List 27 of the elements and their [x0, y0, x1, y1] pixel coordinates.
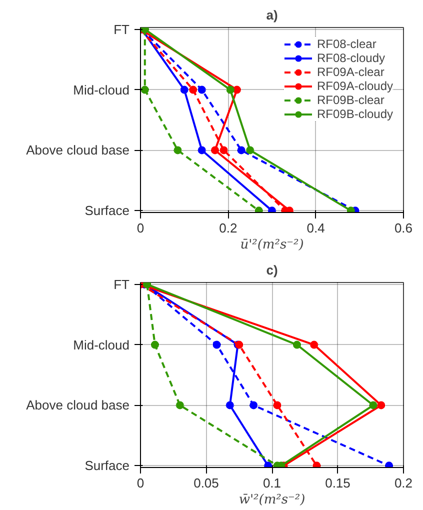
legend-label: RF09A-clear	[316, 65, 384, 79]
y-tick-label: FT	[114, 22, 130, 37]
x-tick-label: 0.15	[325, 476, 350, 490]
y-tick-label: Surface	[84, 203, 130, 218]
x-axis-title: w̄'²(m²s⁻²)	[238, 492, 306, 508]
y-tick-label: Mid-cloud	[73, 337, 130, 352]
x-tick-label: 0.4	[306, 220, 325, 236]
chart-title: c)	[266, 262, 278, 278]
y-tick-label: Above cloud base	[26, 398, 130, 413]
legend-label: RF08-clear	[316, 37, 376, 51]
x-tick-label: 0.6	[394, 220, 413, 236]
y-tick-label: Above cloud base	[26, 142, 130, 158]
x-axis-title: ū'²(m²s⁻²)	[240, 238, 304, 252]
x-tick-label: 0.1	[262, 476, 282, 490]
x-tick-label: 0	[136, 220, 144, 236]
x-tick-label: 0	[136, 476, 144, 490]
y-tick-label: Surface	[84, 458, 130, 474]
x-tick-label: 0.2	[219, 220, 238, 236]
y-tick-label: Mid-cloud	[73, 82, 130, 98]
y-tick-label: FT	[114, 276, 130, 292]
legend-label: RF09B-clear	[316, 93, 384, 107]
x-tick-label: 0.05	[194, 476, 219, 490]
x-tick-label: 0.2	[394, 476, 413, 490]
legend-label: RF09B-cloudy	[316, 107, 393, 121]
legend-label: RF09A-cloudy	[316, 79, 393, 93]
chart-title: a)	[266, 8, 278, 22]
legend-label: RF08-cloudy	[316, 51, 385, 65]
